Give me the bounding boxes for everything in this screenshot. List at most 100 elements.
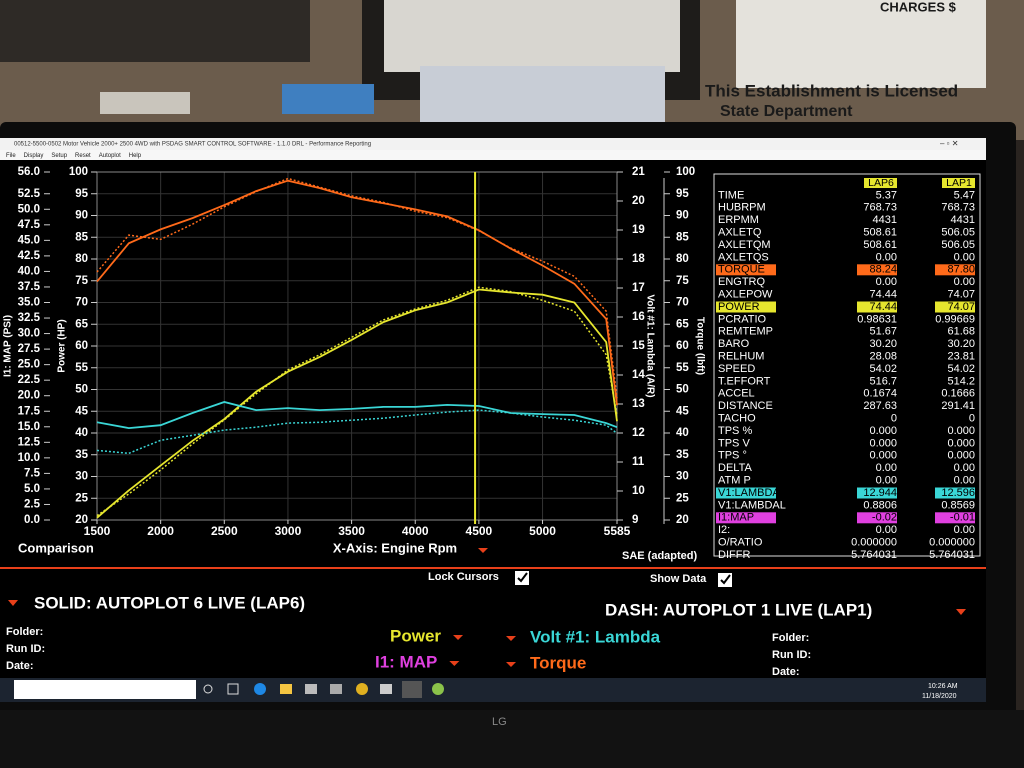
header-cell (864, 178, 897, 188)
row-value: 516.7 (869, 375, 897, 387)
row-name: SPEED (718, 363, 755, 375)
menu-item[interactable]: Autoplot (99, 153, 121, 159)
menu: File Display Setup Reset Autoplot Help (6, 153, 142, 159)
menu-item[interactable]: Reset (75, 153, 91, 159)
checkmark (720, 574, 731, 585)
row-name: O/RATIO (718, 537, 763, 549)
row-value: 30.20 (869, 338, 897, 350)
desk (0, 710, 1024, 768)
row-highlight (935, 264, 975, 276)
dropdown-arrow[interactable] (506, 662, 516, 667)
y-tick-label: 45 (676, 405, 689, 417)
row-name: V1:LAMBDAL (718, 499, 786, 511)
y-tick-label: 60 (676, 340, 689, 352)
row-value: 0.00 (876, 251, 897, 263)
x-tick-label: 1500 (84, 524, 111, 538)
y-tick-label: 25 (676, 492, 689, 504)
y-tick-label: 80 (75, 253, 88, 265)
header-cell (942, 178, 975, 188)
series-line-dashed (96, 177, 618, 399)
taskbar-icon[interactable] (254, 683, 266, 695)
y-tick-label: 50.0 (18, 203, 40, 215)
dropdown-arrow[interactable] (478, 548, 488, 553)
row-highlight (716, 487, 776, 499)
search-box[interactable] (14, 680, 196, 699)
row-value: 5.764031 (851, 549, 897, 561)
window-buttons[interactable]: – ▫ ✕ (940, 139, 958, 148)
row-value: 506.05 (941, 227, 975, 239)
y-tick-label: 100 (676, 166, 695, 178)
y-tick-label: 17 (632, 282, 645, 294)
row-value: 508.61 (863, 239, 897, 251)
y-tick-label: 90 (676, 210, 689, 222)
y-tick-label: 20.0 (18, 390, 40, 402)
row-value: 0.000000 (929, 537, 975, 549)
y-tick-label: 85 (676, 231, 689, 243)
y-tick-label: 40 (676, 427, 689, 439)
row-name: ACCEL (718, 388, 755, 400)
wall-card (282, 84, 374, 114)
y-tick-label: 10.0 (18, 452, 40, 464)
row-name: REMTEMP (718, 326, 773, 338)
y-tick-label: 18 (632, 253, 645, 265)
taskbar-icon[interactable] (227, 683, 239, 695)
x-axis-title: X-Axis: Engine Rpm (333, 540, 457, 555)
row-value: 54.02 (947, 363, 975, 375)
row-name: I2: (718, 524, 730, 536)
row-value: 5.764031 (929, 549, 975, 561)
y-tick-label: 16 (632, 311, 645, 323)
taskbar-icon[interactable] (305, 684, 317, 694)
series-line (96, 288, 618, 519)
taskbar-icon[interactable] (356, 683, 368, 695)
row-value: 30.20 (947, 338, 975, 350)
y-tick-label: 13 (632, 398, 645, 410)
menu-item[interactable]: Display (24, 153, 44, 159)
row-value: 5.37 (876, 189, 897, 201)
row-value: 506.05 (941, 239, 975, 251)
dash-run-label: DASH: AUTOPLOT 1 LIVE (LAP1) (605, 600, 872, 619)
y-tick-label: 100 (69, 166, 88, 178)
y-tick-label: 50 (75, 384, 88, 396)
y-tick-label: 95 (75, 188, 88, 200)
dropdown-arrow[interactable] (8, 600, 18, 606)
y-tick-label: 15 (632, 340, 645, 352)
row-name: V1:LAMBDA (718, 487, 780, 499)
taskbar-icon[interactable] (330, 684, 342, 694)
dropdown-arrow[interactable] (956, 609, 966, 615)
taskbar-icon[interactable] (432, 683, 444, 695)
row-name: ENGTRQ (718, 276, 766, 288)
dropdown-arrow[interactable] (449, 661, 460, 666)
row-value: 0 (969, 413, 975, 425)
taskbar-icon[interactable] (280, 684, 292, 694)
lock-cursors-label: Lock Cursors (428, 571, 499, 583)
y-tick-label: 35 (676, 449, 689, 461)
row-value: 0.00 (876, 475, 897, 487)
row-value: 768.73 (941, 202, 975, 214)
y-tick-label: 22.5 (18, 374, 41, 386)
y-tick-label: 5.0 (24, 483, 40, 495)
wall-poster (420, 66, 665, 122)
header-label: LAP1 (946, 177, 972, 189)
series-line (96, 401, 618, 430)
row-value: 0.000 (869, 425, 897, 437)
taskbar-icon[interactable] (380, 684, 392, 694)
menu-item[interactable]: Help (129, 153, 142, 159)
row-name: DIFFR (718, 549, 750, 561)
row-value: 87.80 (947, 264, 975, 276)
row-highlight (857, 301, 897, 313)
y-tick-label: 21 (632, 166, 645, 178)
menu-item[interactable]: Setup (51, 153, 67, 159)
menu-item[interactable]: File (6, 153, 16, 159)
y-tick-label: 55 (75, 362, 88, 374)
row-value: 514.2 (947, 375, 975, 387)
dropdown-arrow[interactable] (506, 636, 516, 641)
taskbar-icon[interactable] (402, 681, 422, 698)
row-name: ATM P (718, 475, 751, 487)
legend-entry: Volt #1: Lambda (530, 627, 661, 646)
y-tick-label: 56.0 (18, 166, 40, 178)
clock-time: 10:26 AM (928, 683, 958, 690)
dropdown-arrow[interactable] (453, 635, 464, 640)
taskbar-icon[interactable] (203, 684, 213, 694)
